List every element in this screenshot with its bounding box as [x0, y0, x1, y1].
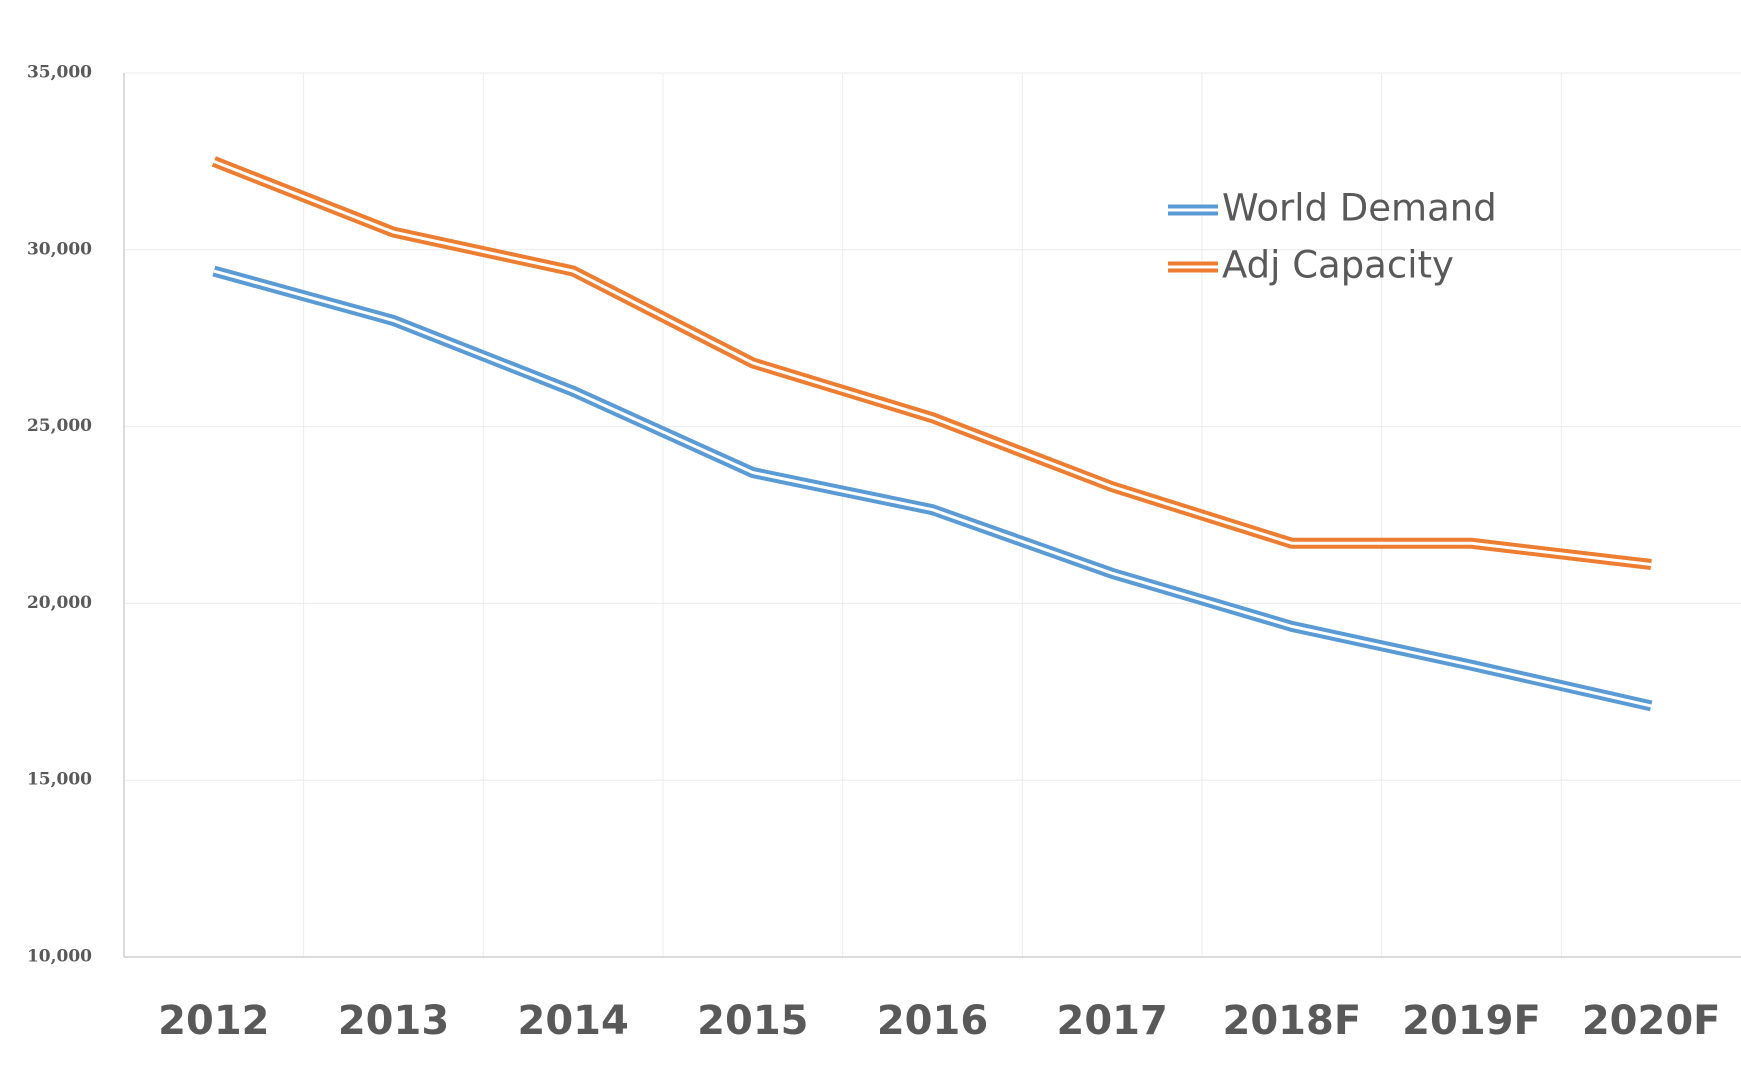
- y-tick-label: 30,000: [27, 239, 92, 259]
- x-tick-label: 2015: [697, 998, 808, 1044]
- x-tick-label: 2012: [158, 998, 269, 1044]
- y-tick-label: 10,000: [27, 947, 92, 967]
- legend-label: World Demand: [1222, 187, 1497, 230]
- x-tick-label: 2014: [518, 998, 629, 1044]
- y-tick-label: 15,000: [27, 770, 92, 790]
- x-tick-label: 2016: [877, 998, 988, 1044]
- line-highlight: [213, 269, 1652, 708]
- y-tick-label: 35,000: [27, 63, 92, 83]
- y-tick-label: 20,000: [27, 593, 92, 613]
- y-tick-label: 25,000: [27, 416, 92, 436]
- x-tick-label: 2019F: [1402, 998, 1541, 1044]
- x-tick-label: 2013: [338, 998, 449, 1044]
- x-tick-label: 2017: [1057, 998, 1168, 1044]
- x-tick-label: 2020F: [1582, 998, 1721, 1044]
- x-tick-label: 2018F: [1223, 998, 1362, 1044]
- legend-label: Adj Capacity: [1222, 244, 1454, 287]
- line-highlight: [213, 160, 1652, 566]
